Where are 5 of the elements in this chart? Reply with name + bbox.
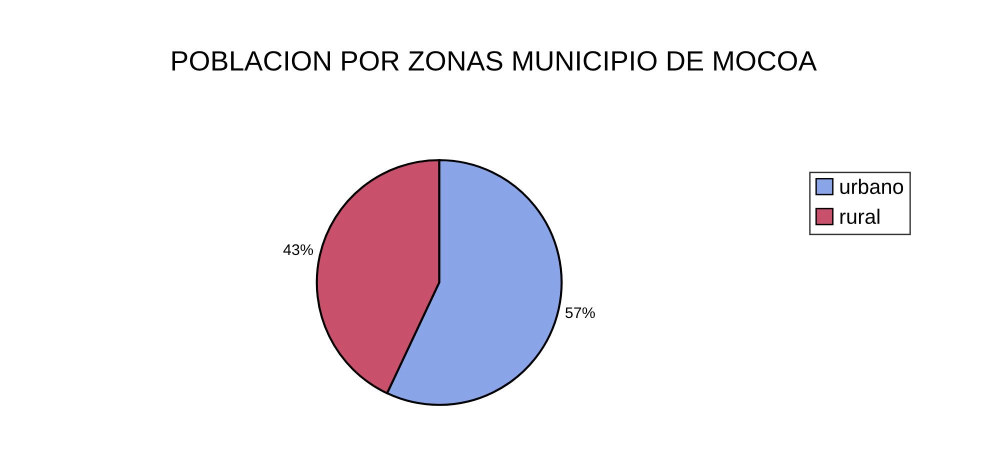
data-label: 57% [565,307,595,318]
legend-label: urbano [840,178,904,194]
data-label: 43% [283,244,314,256]
chart-title: POBLACION POR ZONAS MUNICIPIO DE MOCOA [172,51,817,71]
legend-label: rural [840,208,880,224]
